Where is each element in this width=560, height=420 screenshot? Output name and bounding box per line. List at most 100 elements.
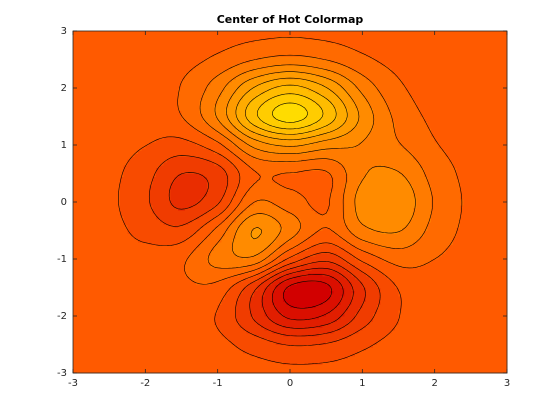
contour-fill bbox=[481, 330, 486, 334]
contour-fill bbox=[123, 330, 128, 334]
contour-fill bbox=[282, 344, 287, 348]
contour-fill bbox=[210, 261, 215, 266]
contour-fill bbox=[427, 333, 432, 337]
contour-fill bbox=[492, 278, 497, 283]
contour-fill bbox=[224, 301, 229, 305]
contour-fill bbox=[282, 267, 287, 271]
contour-fill bbox=[145, 341, 150, 345]
contour-fill bbox=[412, 355, 417, 360]
contour-fill bbox=[492, 296, 497, 300]
contour-fill bbox=[134, 324, 139, 328]
contour-fill bbox=[105, 321, 110, 325]
contour-fill bbox=[181, 358, 186, 362]
contour-fill bbox=[445, 321, 450, 325]
contour-fill bbox=[83, 310, 88, 314]
contour-fill bbox=[423, 318, 428, 323]
contour-fill bbox=[253, 361, 258, 365]
contour-fill bbox=[420, 350, 425, 354]
contour-fill bbox=[98, 344, 103, 348]
contour-fill bbox=[438, 347, 443, 351]
contour-fill bbox=[239, 350, 244, 354]
contour-fill bbox=[347, 350, 352, 354]
contour-fill bbox=[98, 327, 103, 331]
contour-fill bbox=[463, 341, 468, 345]
contour-fill bbox=[167, 324, 172, 328]
contour-fill bbox=[232, 290, 237, 294]
contour-fill bbox=[174, 253, 179, 257]
contour-fill bbox=[478, 304, 483, 308]
contour-fill bbox=[365, 358, 370, 362]
contour-fill bbox=[431, 270, 436, 274]
contour-fill bbox=[275, 335, 280, 340]
contour-fill bbox=[347, 321, 352, 325]
contour-fill bbox=[467, 316, 472, 320]
contour-fill bbox=[376, 330, 381, 334]
contour-fill bbox=[224, 335, 229, 340]
contour-fill bbox=[116, 287, 121, 291]
contour-fill bbox=[279, 259, 284, 263]
contour-fill bbox=[384, 256, 389, 260]
contour-fill bbox=[105, 310, 110, 314]
contour-fill bbox=[134, 261, 139, 266]
contour-fill bbox=[351, 253, 356, 257]
contour-fill bbox=[123, 335, 128, 340]
contour-fill bbox=[242, 287, 247, 291]
contour-fill bbox=[456, 327, 461, 331]
contour-fill bbox=[73, 281, 78, 286]
contour-fill bbox=[120, 273, 125, 277]
contour-fill bbox=[141, 270, 146, 274]
contour-fill bbox=[275, 347, 280, 351]
contour-fill bbox=[192, 338, 197, 343]
contour-fill bbox=[76, 324, 81, 328]
contour-fill bbox=[279, 321, 284, 325]
contour-fill bbox=[496, 350, 501, 354]
contour-fill bbox=[391, 261, 396, 266]
contour-fill bbox=[250, 267, 255, 271]
contour-fill bbox=[127, 307, 132, 311]
contour-fill bbox=[185, 293, 190, 297]
contour-fill bbox=[76, 353, 81, 357]
contour-fill bbox=[438, 367, 443, 371]
contour-fill bbox=[337, 310, 342, 314]
contour-fill bbox=[405, 310, 410, 314]
contour-fill bbox=[449, 316, 454, 320]
contour-fill bbox=[87, 298, 92, 303]
contour-fill bbox=[210, 316, 215, 320]
contour-fill bbox=[485, 290, 490, 294]
contour-fill bbox=[445, 313, 450, 317]
contour-fill bbox=[365, 278, 370, 283]
contour-fill bbox=[394, 353, 399, 357]
contour-fill bbox=[438, 278, 443, 283]
contour-fill bbox=[214, 298, 219, 303]
contour-fill bbox=[308, 293, 313, 297]
contour-fill bbox=[156, 267, 161, 271]
contour-fill bbox=[195, 350, 200, 354]
contour-fill bbox=[398, 267, 403, 271]
contour-fill bbox=[80, 307, 85, 311]
contour-fill bbox=[105, 338, 110, 343]
contour-fill bbox=[224, 364, 229, 368]
contour-fill bbox=[177, 307, 182, 311]
contour-fill bbox=[344, 310, 349, 314]
contour-fill bbox=[445, 284, 450, 288]
contour-fill bbox=[326, 333, 331, 337]
contour-fill bbox=[427, 264, 432, 268]
contour-fill bbox=[394, 347, 399, 351]
contour-fill bbox=[344, 284, 349, 288]
contour-fill bbox=[290, 261, 295, 266]
contour-fill bbox=[116, 316, 121, 320]
contour-fill bbox=[224, 273, 229, 277]
contour-fill bbox=[496, 327, 501, 331]
contour-fill bbox=[427, 267, 432, 271]
contour-fill bbox=[246, 261, 251, 266]
contour-fill bbox=[344, 370, 349, 374]
contour-fill bbox=[156, 273, 161, 277]
contour-fill bbox=[242, 281, 247, 286]
contour-fill bbox=[474, 333, 479, 337]
contour-fill bbox=[293, 304, 298, 308]
contour-fill bbox=[195, 290, 200, 294]
contour-fill bbox=[412, 290, 417, 294]
contour-fill bbox=[463, 276, 468, 280]
contour-fill bbox=[478, 344, 483, 348]
contour-fill bbox=[105, 259, 110, 263]
